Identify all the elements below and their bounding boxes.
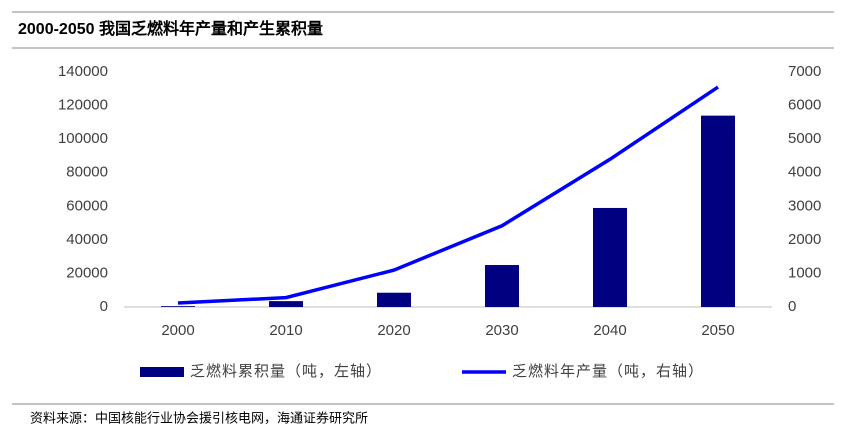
y2-tick-label: 1000 [788,264,821,281]
bar [485,265,519,307]
x-tick-label: 2010 [269,322,302,339]
x-tick-label: 2000 [161,322,194,339]
y-tick-label: 120000 [58,97,108,114]
y-tick-label: 60000 [66,197,108,214]
source: 资料来源：中国核能行业协会援引核电网，海通证券研究所 [30,410,368,425]
y2-tick-label: 3000 [788,197,821,214]
bar [701,115,735,308]
legend-label: 乏燃料累积量（吨，左轴） [190,362,382,380]
y-tick-label: 100000 [58,130,108,147]
bar [269,301,303,307]
chart-title: 2000-2050 我国乏燃料年产量和产生累积量 [18,19,323,38]
legend-swatch [140,367,184,377]
y-tick-label: 20000 [66,264,108,281]
x-tick-label: 2040 [593,322,626,339]
y-tick-label: 80000 [66,164,108,181]
y2-tick-label: 6000 [788,97,821,114]
y-tick-label: 140000 [58,63,108,80]
y2-tick-label: 2000 [788,231,821,248]
x-tick-label: 2030 [485,322,518,339]
y-tick-label: 40000 [66,231,108,248]
bar [161,306,195,307]
line [177,85,719,305]
bar [377,292,411,307]
x-tick-label: 2050 [701,322,734,339]
y2-tick-label: 0 [788,298,796,315]
y2-tick-label: 7000 [788,63,821,80]
y2-tick-label: 4000 [788,164,821,181]
y2-tick-label: 5000 [788,130,821,147]
legend-label: 乏燃料年产量（吨，右轴） [512,362,704,380]
y-tick-label: 0 [100,298,108,315]
bar [593,207,627,307]
x-tick-label: 2020 [377,322,410,339]
